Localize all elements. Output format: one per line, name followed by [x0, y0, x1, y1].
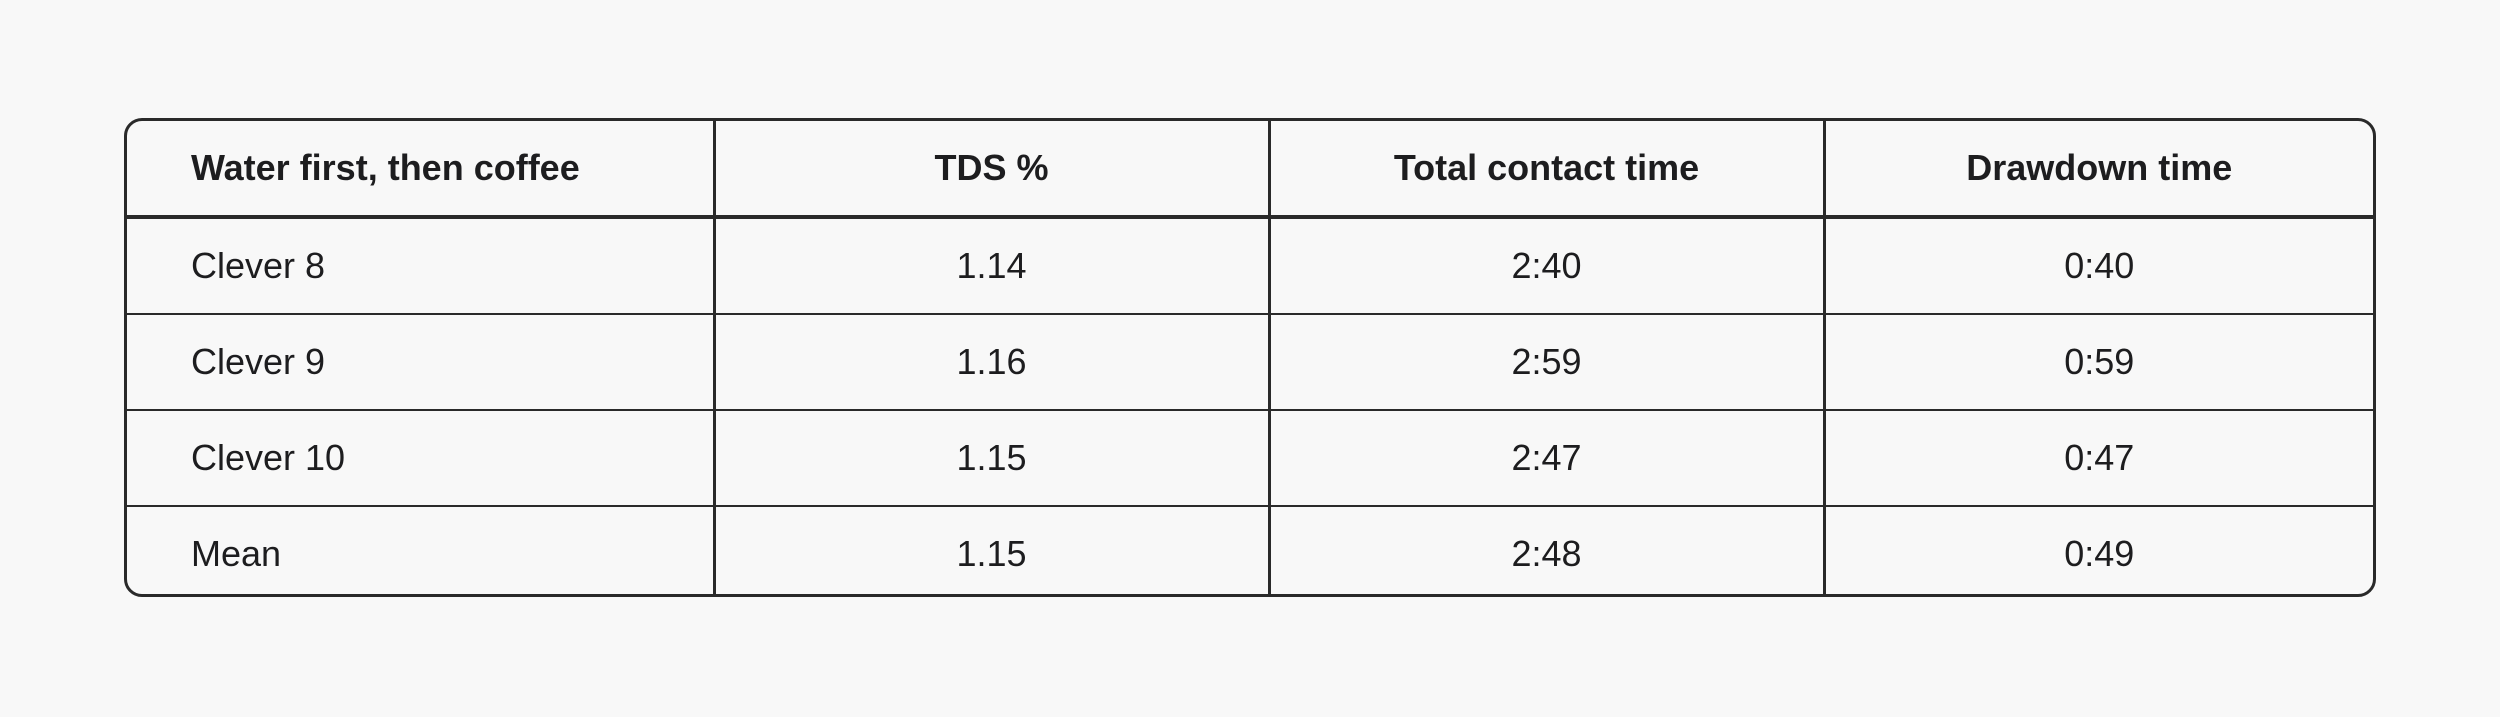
- row-label: Mean: [191, 533, 282, 574]
- total-contact-time-cell: 2:47: [1267, 410, 1824, 507]
- tds-cell: 1.15: [712, 506, 1269, 594]
- tds-cell: 1.15: [712, 410, 1269, 507]
- table-row: Clever 9 1.16 2:59 0:59: [127, 314, 2373, 411]
- drawdown-time-cell: 0:59: [1822, 314, 2373, 411]
- drawdown-time-cell: 0:49: [1822, 506, 2373, 594]
- results-table: Water first, then coffee TDS % Total con…: [124, 118, 2376, 597]
- row-label: Clever 9: [127, 314, 714, 411]
- total-contact-time-cell: 2:40: [1267, 217, 1824, 315]
- tds-cell: 1.14: [712, 217, 1269, 315]
- column-header-drawdown-time: Drawdown time: [1822, 121, 2373, 219]
- column-header-tds: TDS %: [712, 121, 1269, 219]
- row-label: Clever 8: [127, 217, 714, 315]
- table-row: Clever 10 1.15 2:47 0:47: [127, 410, 2373, 507]
- column-header-total-contact-time: Total contact time: [1267, 121, 1824, 219]
- drawdown-time-cell: 0:47: [1822, 410, 2373, 507]
- table-header-row: Water first, then coffee TDS % Total con…: [127, 121, 2373, 219]
- table-row: Clever 8 1.14 2:40 0:40: [127, 217, 2373, 315]
- total-contact-time-cell: 2:48: [1267, 506, 1824, 594]
- row-label: Clever 10: [127, 410, 714, 507]
- tds-cell: 1.16: [712, 314, 1269, 411]
- drawdown-time-cell: 0:40: [1822, 217, 2373, 315]
- results-table-grid: Water first, then coffee TDS % Total con…: [127, 121, 2373, 594]
- total-contact-time-cell: 2:59: [1267, 314, 1824, 411]
- table-row-mean: Mean 1.15 2:48 0:49: [127, 506, 2373, 594]
- column-header-method: Water first, then coffee: [127, 121, 714, 219]
